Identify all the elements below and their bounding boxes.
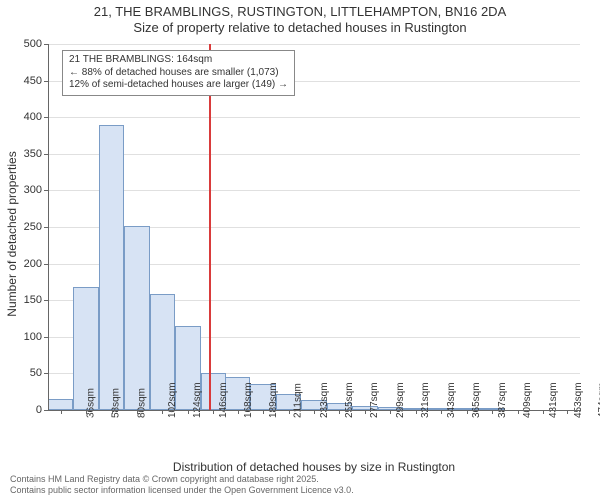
- x-tick-label: 431sqm: [548, 382, 559, 418]
- y-tick-label: 250: [24, 221, 42, 233]
- reference-line: [209, 44, 211, 410]
- y-tick-label: 400: [24, 111, 42, 123]
- title-line-2: Size of property relative to detached ho…: [0, 20, 600, 36]
- histogram-bar: [48, 399, 73, 410]
- x-tick-label: 255sqm: [344, 382, 355, 418]
- y-tick-label: 100: [24, 331, 42, 343]
- annotation-line-3: 12% of semi-detached houses are larger (…: [69, 79, 288, 92]
- y-tick-label: 150: [24, 294, 42, 306]
- x-axis-title: Distribution of detached houses by size …: [48, 460, 580, 474]
- x-tick-label: 409sqm: [522, 382, 533, 418]
- y-tick-label: 50: [30, 367, 42, 379]
- x-axis-line: [48, 410, 580, 411]
- x-tick-label: 168sqm: [243, 382, 254, 418]
- annotation-line-1: 21 THE BRAMBLINGS: 164sqm: [69, 54, 288, 67]
- plot-area: 050100150200250300350400450500 36sqm58sq…: [48, 44, 580, 410]
- grid-line: [48, 154, 580, 155]
- y-axis-line: [48, 44, 49, 410]
- x-tick-label: 299sqm: [395, 382, 406, 418]
- x-tick-label: 453sqm: [573, 382, 584, 418]
- x-tick-label: 146sqm: [218, 382, 229, 418]
- x-tick-label: 211sqm: [292, 383, 303, 418]
- x-tick-label: 189sqm: [268, 382, 279, 418]
- grid-line: [48, 117, 580, 118]
- annotation-line-2: ← 88% of detached houses are smaller (1,…: [69, 67, 288, 80]
- x-tick-label: 321sqm: [420, 382, 431, 418]
- x-tick-label: 343sqm: [446, 382, 457, 418]
- x-tick-label: 124sqm: [193, 382, 204, 418]
- grid-line: [48, 44, 580, 45]
- y-tick-label: 200: [24, 258, 42, 270]
- credits-line-2: Contains public sector information licen…: [10, 485, 354, 496]
- title-block: 21, THE BRAMBLINGS, RUSTINGTON, LITTLEHA…: [0, 4, 600, 37]
- chart-root: 21, THE BRAMBLINGS, RUSTINGTON, LITTLEHA…: [0, 0, 600, 500]
- x-tick-label: 102sqm: [167, 382, 178, 418]
- x-tick-label: 277sqm: [370, 382, 381, 418]
- x-tick-label: 387sqm: [497, 382, 508, 418]
- y-tick-label: 300: [24, 184, 42, 196]
- y-tick-label: 350: [24, 148, 42, 160]
- y-tick-label: 0: [36, 404, 42, 416]
- credits-line-1: Contains HM Land Registry data © Crown c…: [10, 474, 354, 485]
- histogram-bar: [124, 226, 149, 410]
- histogram-bar: [99, 125, 124, 410]
- annotation-box: 21 THE BRAMBLINGS: 164sqm ← 88% of detac…: [62, 50, 295, 96]
- y-axis-title: Number of detached properties: [5, 51, 19, 417]
- y-tick-label: 500: [24, 38, 42, 50]
- title-line-1: 21, THE BRAMBLINGS, RUSTINGTON, LITTLEHA…: [0, 4, 600, 20]
- x-tick-label: 233sqm: [319, 382, 330, 418]
- grid-line: [48, 190, 580, 191]
- x-tick-label: 365sqm: [471, 382, 482, 418]
- y-tick-label: 450: [24, 75, 42, 87]
- credits-block: Contains HM Land Registry data © Crown c…: [10, 474, 354, 497]
